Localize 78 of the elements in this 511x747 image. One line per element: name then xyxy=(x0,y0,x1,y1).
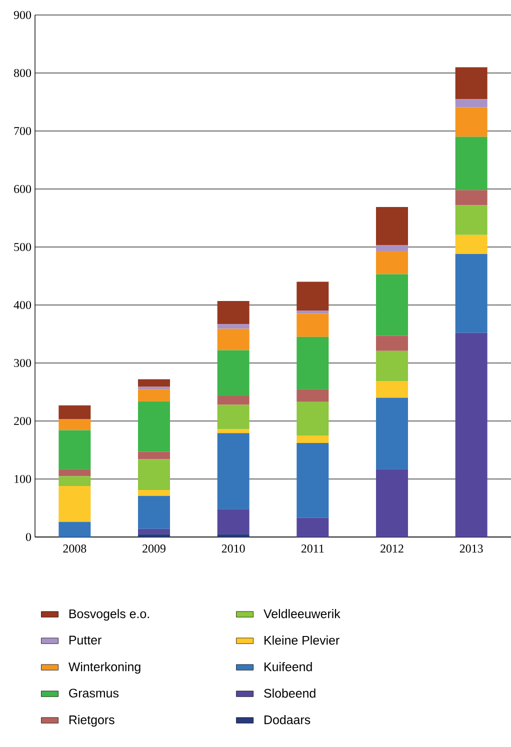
bar xyxy=(455,99,488,108)
legend-label: Slobeend xyxy=(264,688,316,698)
bar xyxy=(376,251,408,274)
y-tick-label: 700 xyxy=(14,126,32,136)
y-tick-label: 800 xyxy=(14,68,32,78)
bar xyxy=(296,314,329,337)
x-tick-label: 2011 xyxy=(301,544,324,553)
y-tick-label: 100 xyxy=(14,474,32,484)
legend-label: Putter xyxy=(69,636,102,644)
bar xyxy=(138,401,170,452)
legend-label: Dodaars xyxy=(264,715,310,724)
bar xyxy=(138,496,170,529)
bar xyxy=(217,509,250,534)
bar xyxy=(58,430,91,470)
bar xyxy=(376,469,408,537)
x-tick-label: 2009 xyxy=(142,544,166,553)
bar xyxy=(217,300,250,324)
bar xyxy=(217,350,250,396)
bar xyxy=(455,136,488,190)
bar xyxy=(376,380,408,398)
bar xyxy=(455,205,488,235)
bar xyxy=(138,528,170,534)
bar xyxy=(296,443,329,518)
bar xyxy=(58,405,91,420)
bar xyxy=(138,490,170,496)
bar xyxy=(58,419,91,430)
bar xyxy=(138,379,170,387)
bar xyxy=(138,459,170,490)
bar xyxy=(58,522,91,537)
bar xyxy=(455,190,488,206)
bar xyxy=(376,245,408,252)
y-tick-label: 0 xyxy=(26,532,32,542)
legend-label: Winterkoning xyxy=(68,662,140,674)
bar xyxy=(217,429,250,434)
legend-label: Kuifeend xyxy=(264,662,312,672)
bar xyxy=(217,433,250,510)
bar xyxy=(58,469,91,476)
bar xyxy=(138,452,170,460)
bar xyxy=(376,274,408,336)
bar xyxy=(296,518,329,537)
bar xyxy=(455,67,488,100)
y-tick-label: 500 xyxy=(14,242,32,252)
bar xyxy=(455,107,488,137)
bar xyxy=(217,328,250,350)
legend-label: Bosvogels e.o. xyxy=(69,609,149,621)
x-tick-label: 2013 xyxy=(460,544,483,553)
bar xyxy=(376,336,408,351)
x-tick-label: 2008 xyxy=(63,544,86,553)
y-tick-label: 900 xyxy=(14,10,32,20)
y-tick-label: 600 xyxy=(14,184,32,194)
bar xyxy=(376,398,408,470)
bar xyxy=(58,486,91,522)
bar xyxy=(296,282,329,311)
bar xyxy=(455,254,488,333)
y-tick-label: 300 xyxy=(14,358,32,368)
bar xyxy=(217,404,250,430)
legend-label: Rietgors xyxy=(69,715,114,727)
bar xyxy=(455,332,488,537)
y-tick-label: 400 xyxy=(14,300,32,310)
bar xyxy=(58,476,91,486)
bar xyxy=(296,402,329,436)
bar xyxy=(376,350,408,381)
legend-label: Veldleeuwerik xyxy=(264,609,340,618)
bar xyxy=(217,324,250,329)
bar xyxy=(296,436,329,444)
bar xyxy=(138,534,170,537)
bar xyxy=(455,234,488,254)
bar xyxy=(376,206,408,246)
bar xyxy=(296,336,329,390)
bar xyxy=(217,396,250,405)
legend-label: Kleine Plevier xyxy=(264,636,340,645)
legend-label: Grasmus xyxy=(69,688,119,698)
x-tick-label: 2012 xyxy=(380,544,404,553)
x-tick-label: 2010 xyxy=(222,544,245,553)
bar xyxy=(217,534,250,537)
bar xyxy=(138,389,170,402)
bar xyxy=(296,389,329,402)
y-tick-label: 200 xyxy=(14,416,32,426)
